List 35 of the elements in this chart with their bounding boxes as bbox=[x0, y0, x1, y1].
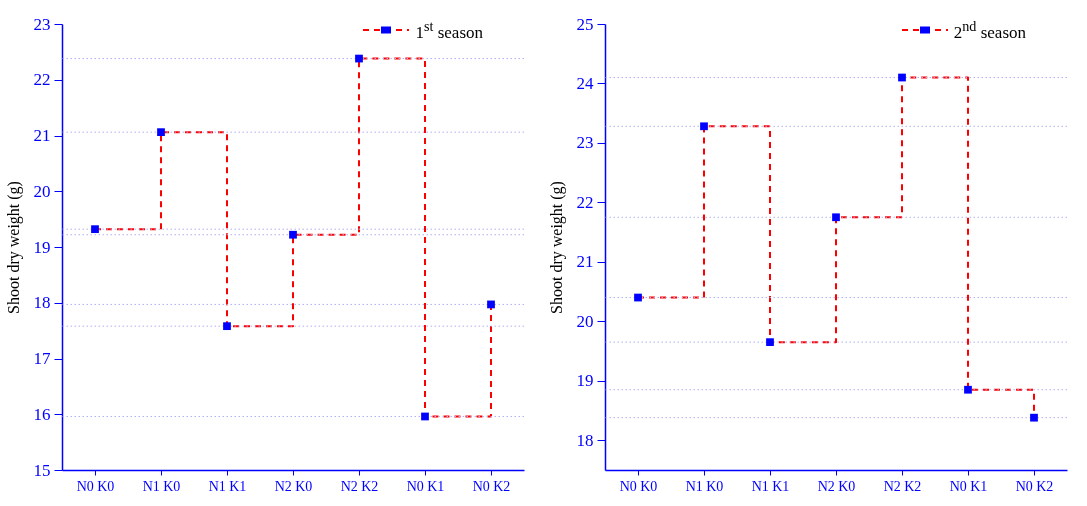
x-tick-label: N2 K0 bbox=[817, 478, 856, 494]
y-tick-label: 22 bbox=[576, 192, 594, 212]
y-tick-label: 25 bbox=[576, 14, 594, 34]
x-tick-label: N1 K0 bbox=[685, 478, 724, 494]
x-tick-label: N0 K0 bbox=[619, 478, 658, 494]
x-tick-label: N1 K1 bbox=[208, 478, 247, 494]
y-tick-label: 19 bbox=[576, 371, 594, 391]
y-tick-label: 16 bbox=[33, 404, 51, 424]
legend-label: 2$^{nd}$ season bbox=[953, 18, 1026, 43]
y-tick-label: 18 bbox=[576, 430, 594, 450]
y-tick-label: 23 bbox=[576, 133, 594, 153]
x-tick-label: N0 K0 bbox=[76, 478, 115, 494]
y-tick-label: 22 bbox=[33, 70, 51, 90]
y-tick-label: 15 bbox=[33, 460, 51, 480]
x-tick-label: N1 K1 bbox=[751, 478, 790, 494]
x-tick-label: N2 K0 bbox=[274, 478, 313, 494]
x-tick-label: N0 K1 bbox=[949, 478, 988, 494]
y-tick-label: 17 bbox=[33, 349, 51, 368]
x-tick-label: N0 K1 bbox=[406, 478, 445, 494]
y-tick-label: 21 bbox=[33, 126, 51, 145]
y-tick-label: 21 bbox=[576, 252, 594, 272]
y-tick-label: 23 bbox=[33, 14, 51, 34]
x-tick-label: N0 K2 bbox=[1015, 478, 1054, 494]
y-tick-label: 20 bbox=[33, 181, 51, 201]
y-tick-label: 19 bbox=[33, 237, 51, 257]
y-axis-title: Shoot dry weight (g) bbox=[4, 181, 23, 314]
x-tick-label: N0 K2 bbox=[472, 478, 511, 494]
y-tick-label: 24 bbox=[576, 73, 594, 93]
y-axis-title: Shoot dry weight (g) bbox=[547, 181, 566, 314]
legend-label: 1$^{st}$ season bbox=[415, 18, 483, 43]
x-tick-label: N2 K2 bbox=[340, 478, 379, 494]
x-tick-label: N1 K0 bbox=[142, 478, 181, 494]
x-tick-label: N2 K2 bbox=[883, 478, 922, 494]
y-tick-label: 18 bbox=[33, 293, 51, 313]
y-tick-label: 20 bbox=[576, 311, 594, 331]
